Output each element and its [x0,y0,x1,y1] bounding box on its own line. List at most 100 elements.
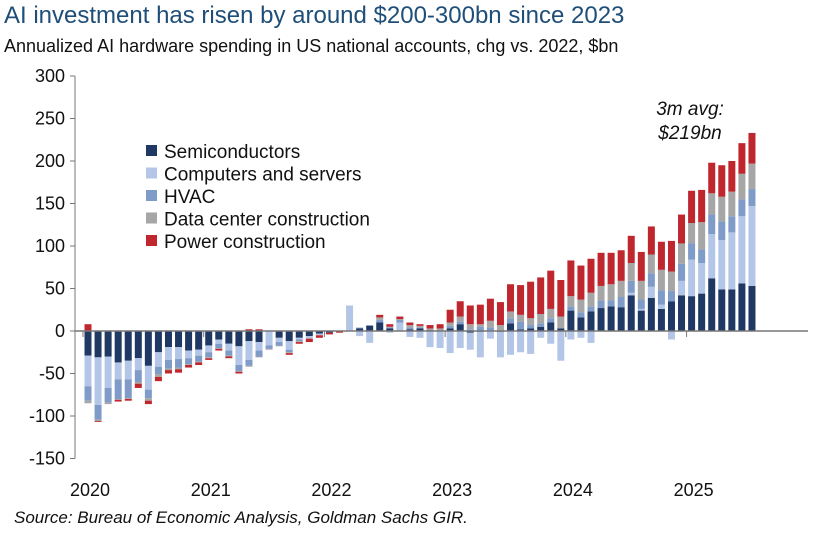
bar-computers-and-servers [275,337,283,343]
bar-semiconductors [627,295,635,331]
bar-computers-and-servers [708,234,716,279]
bar-semiconductors [245,331,253,342]
bar-hvac [688,243,696,260]
bar-semiconductors [738,283,746,331]
bar-power-construction [446,309,454,323]
bar-computers-and-servers [547,331,555,344]
bar-hvac [647,273,655,287]
bar-semiconductors [657,308,665,331]
bar-computers-and-servers [587,331,595,343]
bar-semiconductors [698,293,706,331]
bar-semiconductors [708,278,716,331]
bar-power-construction [285,353,293,355]
bar-hvac [738,199,746,217]
bar-computers-and-servers [195,349,203,356]
bar-power-construction [134,383,142,388]
bar-semiconductors [305,331,313,337]
bar-hvac [698,249,706,263]
bar-semiconductors [205,331,213,346]
bar-power-construction [114,399,122,402]
bar-power-construction [245,329,253,331]
bar-data-center-construction [597,285,605,301]
y-tick-label: 200 [35,151,65,171]
bar-computers-and-servers [426,331,434,348]
bar-data-center-construction [285,352,293,354]
bar-data-center-construction [657,269,665,291]
bar-hvac [748,189,756,207]
bar-hvac [507,318,515,324]
bar-power-construction [587,258,595,293]
bar-power-construction [336,331,343,333]
bar-hvac [718,221,726,241]
bar-hvac [547,318,555,323]
bar-power-construction [507,284,515,312]
bar-hvac [597,300,605,309]
bar-semiconductors [567,310,575,331]
bar-computers-and-servers [185,350,193,359]
bar-semiconductors [446,328,454,331]
bar-data-center-construction [486,320,494,328]
bar-computers-and-servers [476,331,484,358]
bar-hvac [627,280,635,293]
bar-power-construction [315,335,323,338]
legend-label: Computers and servers [164,165,361,186]
bar-hvac [376,319,384,323]
bar-data-center-construction [607,284,615,301]
bar-data-center-construction [175,367,183,370]
bar-data-center-construction [205,357,213,359]
bar-power-construction [547,270,555,309]
x-tick-label: 2021 [191,480,231,500]
bar-power-construction [617,250,625,281]
bar-data-center-construction [446,322,454,326]
y-tick-label: -50 [39,364,65,384]
bar-computers-and-servers [527,331,535,354]
bar-data-center-construction [255,356,263,358]
bar-semiconductors [185,331,193,351]
bar-hvac [205,352,213,358]
bar-computers-and-servers [154,352,162,367]
bar-semiconductors [547,322,555,331]
bar-data-center-construction [114,399,122,400]
bar-data-center-construction [567,296,575,307]
bar-computers-and-servers [346,305,354,331]
bar-power-construction [456,301,464,317]
bar-semiconductors [144,331,152,366]
x-tick-label: 2022 [311,480,351,500]
bar-hvac [84,386,92,401]
bar-power-construction [486,298,494,321]
bar-computers-and-servers [225,343,233,351]
bar-semiconductors [275,331,283,338]
bar-data-center-construction [124,398,132,399]
x-tick-label: 2024 [553,480,593,500]
bar-data-center-construction [678,243,686,264]
bar-hvac [456,321,464,325]
bar-computers-and-servers [496,331,504,358]
bar-power-construction [607,252,615,285]
bar-data-center-construction [265,348,273,350]
bar-data-center-construction [154,374,162,377]
bar-computers-and-servers [456,331,464,348]
bar-power-construction [154,376,162,382]
bar-computers-and-servers [134,358,142,371]
bar-computers-and-servers [315,333,323,336]
bar-power-construction [295,342,303,344]
bar-semiconductors [517,329,525,331]
y-tick-label: 0 [55,321,65,341]
bar-data-center-construction [507,311,515,319]
bar-power-construction [667,240,675,272]
bar-computers-and-servers [175,347,183,360]
bar-computers-and-servers [688,259,696,297]
bar-computers-and-servers [386,331,394,333]
bar-data-center-construction [748,163,756,190]
bar-data-center-construction [627,263,635,281]
bar-data-center-construction [557,316,565,329]
bar-semiconductors [104,331,112,357]
bar-data-center-construction [456,316,464,322]
bar-semiconductors [94,331,102,358]
bar-computers-and-servers [356,331,364,337]
bar-power-construction [124,399,132,401]
bar-semiconductors [406,329,414,331]
bar-data-center-construction [134,382,142,384]
bar-semiconductors [134,331,142,359]
bar-power-construction [164,370,172,374]
